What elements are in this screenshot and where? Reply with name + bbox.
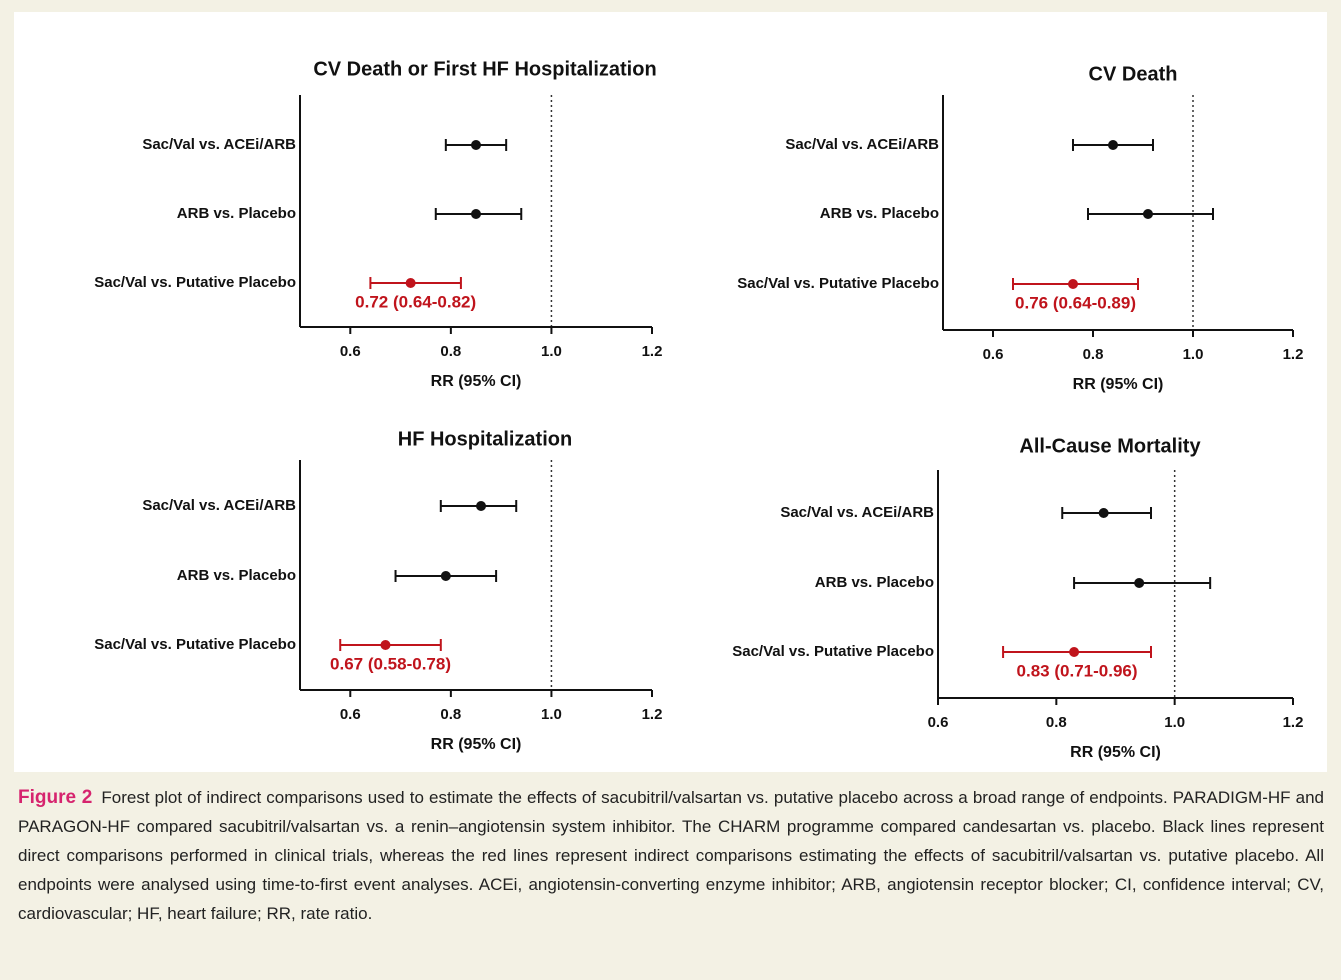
x-tick-label: 1.0 [1183, 346, 1204, 363]
ci-whisker [369, 277, 462, 289]
y-tick-label: Sac/Val vs. ACEi/ARB [142, 497, 296, 514]
value-label: 0.72 (0.64-0.82) [355, 292, 476, 311]
point-estimate [1069, 647, 1080, 657]
x-tick-label: 0.8 [1083, 346, 1104, 363]
y-tick-label: ARB vs. Placebo [177, 567, 296, 584]
chart-title: CV Death or First HF Hospitalization [313, 58, 656, 80]
x-axis-label: RR (95% CI) [431, 373, 522, 390]
y-tick-label: Sac/Val vs. Putative Placebo [732, 643, 934, 660]
x-tick-label: 0.8 [440, 343, 461, 360]
y-tick-label: Sac/Val vs. ACEi/ARB [142, 136, 296, 153]
value-label: 0.76 (0.64-0.89) [1015, 293, 1136, 312]
point-estimate [1143, 209, 1153, 219]
caption-text: Forest plot of indirect comparisons used… [18, 788, 1324, 923]
x-tick-label: 1.2 [642, 706, 663, 723]
chart-title: HF Hospitalization [398, 428, 572, 450]
x-axis-label: RR (95% CI) [1070, 744, 1161, 761]
x-tick-label: 1.2 [642, 343, 663, 360]
y-tick-label: Sac/Val vs. Putative Placebo [94, 274, 296, 291]
point-estimate [1134, 578, 1145, 588]
figure-caption: Figure 2 Forest plot of indirect compari… [18, 783, 1324, 928]
ci-whisker [339, 639, 442, 651]
x-tick-label: 0.6 [340, 343, 361, 360]
x-tick-label: 0.6 [983, 346, 1004, 363]
x-tick-label: 1.0 [541, 343, 562, 360]
x-tick-label: 1.2 [1283, 714, 1304, 731]
chart-title: CV Death [1089, 63, 1178, 85]
point-estimate [471, 209, 481, 219]
value-label: 0.67 (0.58-0.78) [330, 654, 451, 673]
point-estimate [440, 571, 451, 581]
y-tick-label: Sac/Val vs. ACEi/ARB [785, 136, 939, 153]
y-tick-label: Sac/Val vs. Putative Placebo [94, 636, 296, 653]
point-estimate [1068, 279, 1078, 289]
chart: CV Death or First HF Hospitalization 0.6 0… [94, 58, 1304, 761]
y-tick-label: ARB vs. Placebo [177, 205, 296, 222]
x-tick-label: 1.0 [1164, 714, 1185, 731]
x-tick-label: 0.8 [1046, 714, 1067, 731]
point-estimate [1098, 508, 1109, 518]
caption-label: Figure 2 [18, 787, 93, 808]
x-tick-label: 0.6 [928, 714, 949, 731]
x-tick-label: 1.0 [541, 706, 562, 723]
figure-panel [14, 12, 1327, 772]
chart-title: All-Cause Mortality [1019, 435, 1201, 457]
point-estimate [380, 640, 391, 650]
point-estimate [405, 278, 416, 288]
x-tick-label: 1.2 [1283, 346, 1304, 363]
y-tick-label: Sac/Val vs. Putative Placebo [737, 275, 939, 292]
x-tick-label: 0.6 [340, 706, 361, 723]
point-estimate [471, 140, 481, 150]
y-tick-label: Sac/Val vs. ACEi/ARB [780, 504, 934, 521]
x-tick-label: 0.8 [440, 706, 461, 723]
point-estimate [476, 501, 487, 511]
value-label: 0.83 (0.71-0.96) [1017, 661, 1138, 680]
x-axis-label: RR (95% CI) [1073, 376, 1164, 393]
x-axis-label: RR (95% CI) [431, 736, 522, 753]
point-estimate [1108, 140, 1118, 150]
y-tick-label: ARB vs. Placebo [820, 205, 939, 222]
y-tick-label: ARB vs. Placebo [815, 574, 934, 591]
